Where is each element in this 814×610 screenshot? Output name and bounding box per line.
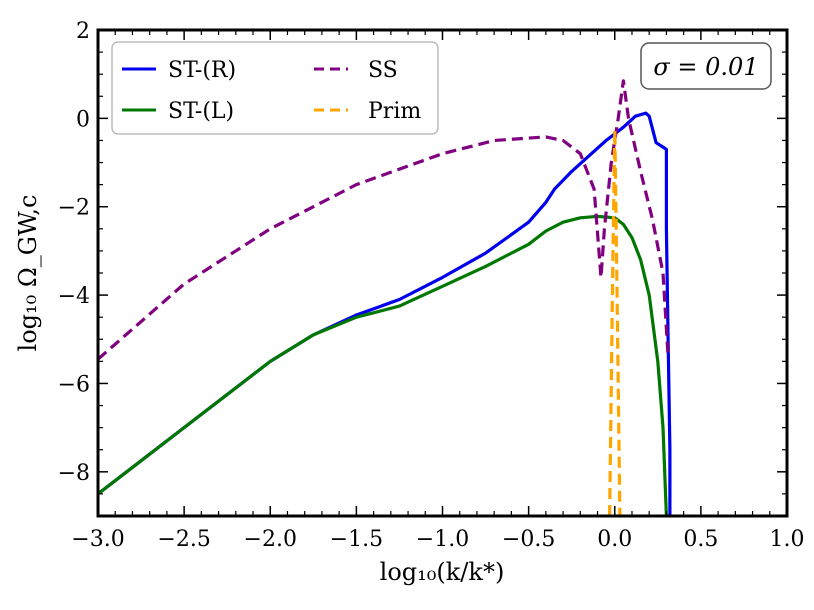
series-line-st-l [98, 214, 668, 516]
y-tick-label: 2 [76, 19, 90, 44]
y-axis-label: log₁₀ Ω_GW,c [14, 195, 42, 352]
annotation-text: σ = 0.01 [653, 53, 758, 81]
legend-label-prim: Prim [368, 99, 421, 124]
x-tick-label: −0.5 [502, 527, 555, 552]
x-tick-label: −1.5 [330, 527, 383, 552]
y-tick-label: −2 [58, 196, 90, 221]
legend-box [111, 41, 439, 135]
x-tick-label: 0.0 [597, 527, 632, 552]
legend: ST-(R) ST-(L) SS Prim [111, 41, 439, 135]
x-tick-label: 0.5 [683, 527, 718, 552]
x-tick-label: −3.0 [71, 527, 124, 552]
x-tick-label: 1.0 [770, 527, 805, 552]
annotation-box [640, 42, 772, 90]
legend-label-st-r: ST-(R) [168, 58, 236, 83]
x-tick-label: −2.0 [244, 527, 297, 552]
series-line-prim [608, 127, 622, 516]
y-tick-label: 0 [76, 107, 90, 132]
series-line-st-r [98, 111, 672, 516]
legend-label-ss: SS [368, 58, 398, 83]
y-tick-label: −4 [58, 284, 90, 309]
y-tick-label: −6 [58, 372, 90, 397]
series-line-ss [98, 79, 670, 361]
sigma-annotation: σ = 0.01 [640, 42, 772, 90]
x-tick-label: −1.0 [416, 527, 469, 552]
x-tick-label: −2.5 [157, 527, 210, 552]
ticks-group: −3.0 −2.5 −2.0 −1.5 −1.0 −0.5 0.0 0.5 1.0 −8 −6 −4 −… [58, 19, 805, 552]
legend-label-st-l: ST-(L) [168, 99, 234, 124]
y-tick-label: −8 [58, 461, 90, 486]
x-axis-label: log₁₀(k/k*) [380, 558, 505, 586]
series-group [98, 79, 672, 516]
plot-frame [96, 28, 789, 518]
